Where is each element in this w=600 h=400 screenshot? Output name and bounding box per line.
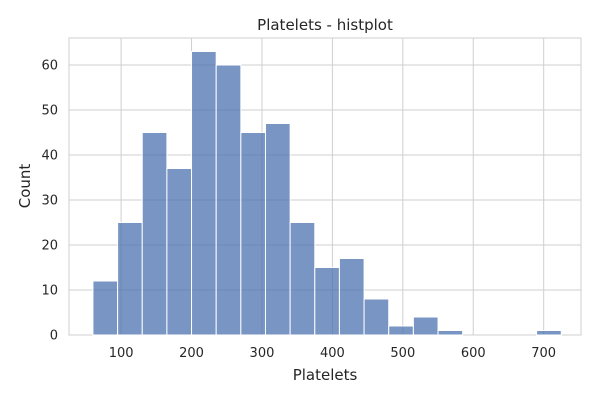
x-tick-label: 600 — [461, 346, 486, 361]
histogram-bar — [388, 325, 414, 336]
x-axis-label: Platelets — [293, 366, 358, 384]
y-tick-label: 60 — [41, 59, 58, 74]
y-tick-label: 0 — [50, 329, 58, 344]
histogram-bar — [166, 168, 193, 336]
histogram-bar — [191, 51, 217, 336]
histogram-bar — [289, 222, 316, 336]
x-tick-label: 500 — [390, 346, 415, 361]
histogram-bar — [363, 298, 390, 336]
y-tick-label: 20 — [41, 239, 58, 254]
y-tick-label: 40 — [41, 149, 58, 164]
histogram-bar — [92, 280, 119, 336]
histogram-bars — [92, 51, 562, 336]
y-tick-label: 10 — [41, 284, 58, 299]
histogram-bar — [412, 316, 439, 336]
histogram-bar — [141, 132, 168, 336]
chart-title: Platelets - histplot — [257, 16, 393, 34]
y-tick-labels: 0 10 20 30 40 50 60 — [41, 59, 58, 344]
x-tick-labels: 100 200 300 400 500 600 700 — [109, 346, 556, 361]
x-tick-label: 700 — [531, 346, 556, 361]
histogram-bar — [215, 64, 242, 336]
histogram-bar — [536, 330, 562, 336]
histogram-bar — [117, 222, 143, 336]
x-tick-label: 200 — [179, 346, 204, 361]
histogram-bar — [338, 258, 365, 336]
histogram-bar — [314, 267, 340, 336]
x-tick-label: 300 — [250, 346, 275, 361]
histogram-bar — [264, 123, 291, 336]
y-tick-label: 30 — [41, 194, 58, 209]
x-tick-label: 400 — [320, 346, 345, 361]
x-tick-label: 100 — [109, 346, 134, 361]
y-tick-label: 50 — [41, 104, 58, 119]
histogram-bar — [437, 330, 464, 336]
histogram-bar — [240, 132, 266, 336]
y-axis-label: Count — [16, 164, 34, 209]
